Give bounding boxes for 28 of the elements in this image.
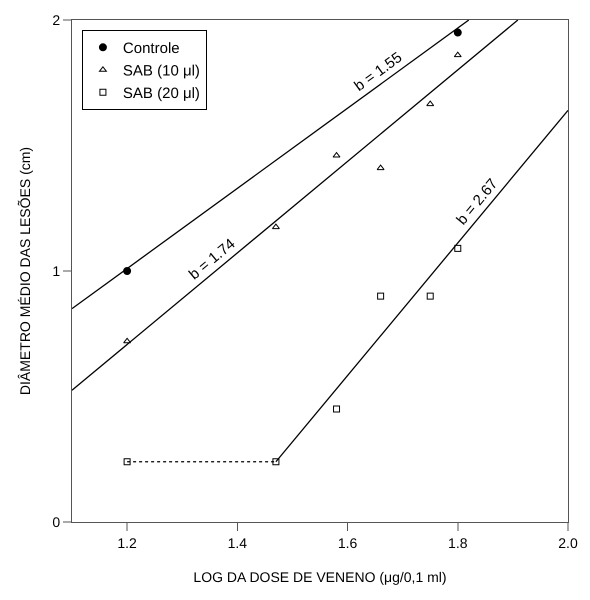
- x-tick-label: 1.2: [117, 534, 138, 551]
- legend-label: SAB (20 μl): [122, 85, 200, 102]
- point: [333, 406, 340, 413]
- x-tick-label: 1.8: [448, 534, 468, 551]
- annotation: b = 1.55: [351, 48, 406, 95]
- point: [426, 100, 434, 106]
- legend-label: Controle: [122, 40, 180, 58]
- point: [377, 292, 384, 300]
- legend-label: SAB (10 μl): [122, 62, 200, 80]
- point: [124, 458, 131, 466]
- point: [272, 458, 280, 466]
- point: [454, 244, 462, 252]
- annotation: b = 1.74: [186, 235, 239, 284]
- y-tick-label: 0: [52, 514, 60, 530]
- point: [376, 164, 385, 170]
- point: [272, 224, 280, 230]
- point: [454, 28, 462, 37]
- y-tick-label: 2: [52, 12, 60, 28]
- x-tick-label: 1.4: [228, 534, 248, 551]
- point: [123, 338, 132, 344]
- y-tick-label: 1: [52, 262, 60, 279]
- point: [332, 152, 340, 158]
- x-tick-label: 2.0: [558, 534, 578, 551]
- x-axis-title: LOG DA DOSE DE VENENO (μg/0,1 ml): [193, 569, 447, 586]
- y-axis-title: DIÂMETRO MÉDIO DAS LESÕES (cm): [17, 146, 34, 396]
- x-tick-label: 1.6: [338, 534, 358, 551]
- point: [426, 292, 434, 300]
- point: [454, 52, 462, 58]
